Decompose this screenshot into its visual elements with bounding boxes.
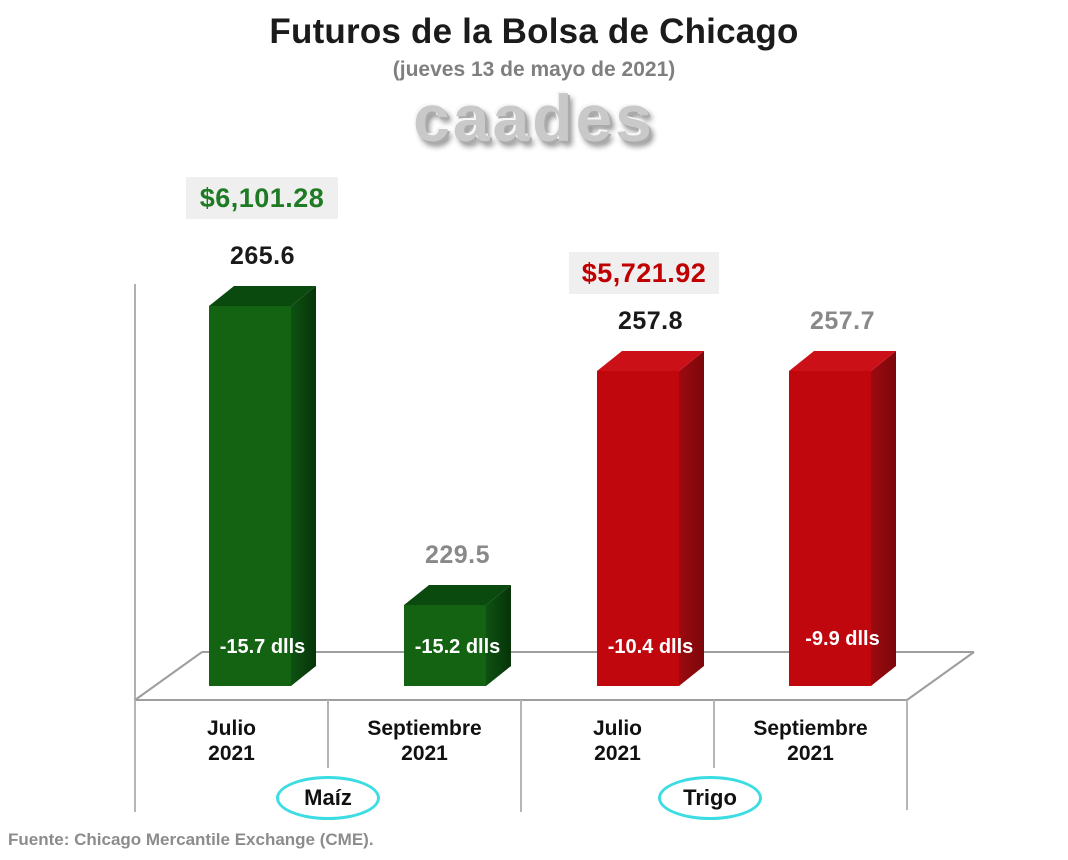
category-year: 2021 <box>208 742 255 765</box>
change-label: -9.9 dlls <box>805 628 880 650</box>
category-month: Julio <box>592 717 642 740</box>
category-year: 2021 <box>787 742 834 765</box>
change-label: -15.7 dlls <box>219 636 306 658</box>
category-month: Septiembre <box>753 717 868 740</box>
bar-side-face <box>291 286 316 686</box>
bar-side-face <box>679 351 704 686</box>
wheat-price-badge: $5,721.92 <box>569 252 719 294</box>
bar-side-face <box>486 585 511 686</box>
category-julio-trigo: Julio 2021 <box>521 716 714 766</box>
group-label-maiz: Maíz <box>276 776 380 820</box>
caades-logo: caades <box>413 81 655 155</box>
bar-maiz-septiembre: 229.5 -15.2 dlls <box>404 0 511 860</box>
change-label: -15.2 dlls <box>414 636 501 658</box>
value-label: 229.5 <box>424 541 491 569</box>
bar-side-face <box>871 351 896 686</box>
category-septiembre-trigo: Septiembre 2021 <box>714 716 907 766</box>
category-julio-maiz: Julio 2021 <box>135 716 328 766</box>
bar-front-face <box>789 371 871 686</box>
value-label: 265.6 <box>229 242 296 270</box>
bar-front-face <box>404 605 486 686</box>
bar-trigo-julio: 257.8 -10.4 dlls <box>597 0 704 860</box>
category-year: 2021 <box>401 742 448 765</box>
change-label: -10.4 dlls <box>607 636 694 658</box>
category-septiembre-maiz: Septiembre 2021 <box>328 716 521 766</box>
floor-left-edge <box>134 651 203 701</box>
category-month: Septiembre <box>367 717 482 740</box>
bar-top-face <box>597 351 704 371</box>
chart-date-subtitle: (jueves 13 de mayo de 2021) <box>392 58 676 81</box>
category-year: 2021 <box>594 742 641 765</box>
category-month: Julio <box>206 717 256 740</box>
bar-maiz-julio: 265.6 -15.7 dlls <box>209 0 316 860</box>
bar-top-face <box>404 585 511 605</box>
chart-title: Futuros de la Bolsa de Chicago <box>269 12 799 51</box>
value-label: 257.8 <box>617 307 684 335</box>
value-label: 257.7 <box>809 307 876 335</box>
bar-top-face <box>209 286 316 306</box>
source-note: Fuente: Chicago Mercantile Exchange (CME… <box>8 830 374 849</box>
bar-front-face <box>597 371 679 686</box>
corn-price-badge: $6,101.28 <box>186 177 338 219</box>
floor-right-edge <box>906 651 975 701</box>
group-label-trigo: Trigo <box>658 776 762 820</box>
bar-top-face <box>789 351 896 371</box>
bar-front-face <box>209 306 291 686</box>
bar-trigo-septiembre: 257.7 -9.9 dlls <box>789 0 896 860</box>
